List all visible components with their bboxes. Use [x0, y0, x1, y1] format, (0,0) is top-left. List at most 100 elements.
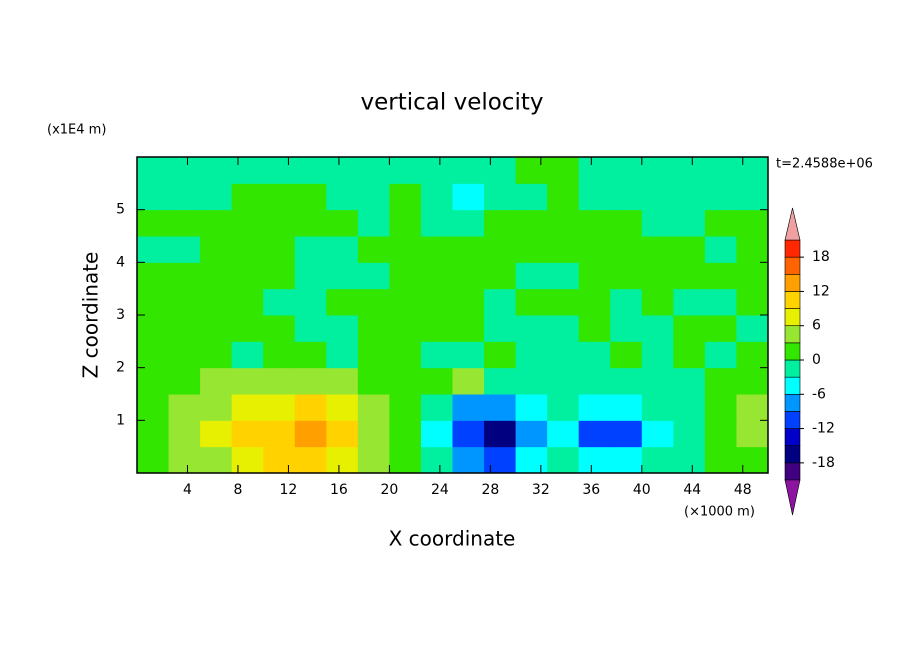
- contour-cell: [578, 341, 611, 369]
- contour-cell: [673, 209, 706, 237]
- contour-cell: [484, 341, 517, 369]
- contour-cell: [704, 315, 737, 342]
- contour-cell: [263, 420, 296, 448]
- colorbar-box: [784, 376, 801, 395]
- contour-cell: [578, 236, 611, 263]
- contour-cell: [389, 446, 422, 474]
- contour-cell: [610, 420, 643, 448]
- contour-cell: [673, 157, 706, 184]
- contour-cell: [484, 367, 517, 395]
- contour-cell: [547, 209, 580, 237]
- contour-cell: [547, 394, 580, 421]
- contour-cell: [263, 157, 296, 184]
- y-tick-label: 5: [116, 202, 125, 218]
- contour-cell: [641, 262, 674, 290]
- contour-cell: [263, 209, 296, 237]
- contour-cell: [641, 288, 674, 316]
- contour-cell: [515, 157, 548, 184]
- contour-cell: [263, 341, 296, 369]
- contour-cell: [357, 394, 390, 421]
- colorbar-box: [784, 393, 801, 412]
- x-tick-label: 8: [233, 482, 242, 498]
- contour-cell: [200, 367, 233, 395]
- contour-cell: [578, 394, 611, 421]
- contour-cell: [137, 183, 170, 211]
- contour-cell: [515, 394, 548, 421]
- contour-cell: [673, 262, 706, 290]
- contour-cell: [641, 236, 674, 263]
- contour-cell: [452, 262, 485, 290]
- contour-cell: [200, 157, 233, 184]
- contour-cell: [389, 157, 422, 184]
- contour-cell: [484, 315, 517, 342]
- x-tick-label: 32: [532, 482, 550, 498]
- contour-cell: [736, 262, 769, 290]
- contour-cell: [547, 446, 580, 474]
- contour-cell: [263, 288, 296, 316]
- contour-cell: [420, 315, 453, 342]
- contour-cell: [673, 367, 706, 395]
- x-tick-label: 28: [481, 482, 499, 498]
- y-tick-label: 4: [116, 254, 125, 270]
- contour-cell: [357, 446, 390, 474]
- contour-cell: [326, 262, 359, 290]
- contour-cell: [326, 288, 359, 316]
- contour-cell: [736, 209, 769, 237]
- contour-cell: [704, 236, 737, 263]
- contour-cell: [484, 394, 517, 421]
- contour-cell: [547, 315, 580, 342]
- contour-cell: [547, 157, 580, 184]
- contour-cell: [452, 367, 485, 395]
- contour-cell: [294, 209, 327, 237]
- contour-cell: [231, 446, 264, 474]
- contour-cell: [357, 420, 390, 448]
- contour-cell: [515, 367, 548, 395]
- contour-cell: [420, 341, 453, 369]
- contour-cell: [137, 209, 170, 237]
- contour-cell: [389, 420, 422, 448]
- contour-cell: [389, 209, 422, 237]
- contour-cell: [547, 183, 580, 211]
- colorbar-box: [784, 359, 801, 378]
- contour-cell: [357, 262, 390, 290]
- contour-cell: [704, 341, 737, 369]
- contour-cell: [515, 262, 548, 290]
- x-tick-label: 36: [582, 482, 600, 498]
- contour-cell: [420, 288, 453, 316]
- contour-cell: [389, 236, 422, 263]
- x-tick-label: 12: [280, 482, 298, 498]
- colorbar-tick-label: 0: [812, 352, 821, 368]
- x-tick-label: 4: [183, 482, 192, 498]
- contour-cell: [263, 394, 296, 421]
- contour-cell: [704, 209, 737, 237]
- x-axis-label: X coordinate: [389, 527, 516, 551]
- contour-cell: [263, 446, 296, 474]
- contour-cell: [736, 157, 769, 184]
- contour-cell: [484, 420, 517, 448]
- contour-cell: [420, 394, 453, 421]
- contour-cell: [641, 209, 674, 237]
- contour-cell: [484, 288, 517, 316]
- contour-cell: [231, 236, 264, 263]
- contour-cell: [294, 236, 327, 263]
- colorbar-box: [784, 411, 801, 429]
- contour-cell: [357, 341, 390, 369]
- contour-cell: [294, 420, 327, 448]
- contour-cell: [168, 262, 201, 290]
- x-tick-label: 40: [633, 482, 651, 498]
- contour-cell: [452, 209, 485, 237]
- contour-cell: [641, 394, 674, 421]
- colorbar-box: [784, 342, 801, 361]
- contour-cell: [641, 367, 674, 395]
- contour-cell: [641, 446, 674, 474]
- contour-cell: [704, 394, 737, 421]
- contour-cell: [137, 288, 170, 316]
- contour-cell: [357, 209, 390, 237]
- chart-title: vertical velocity: [361, 90, 544, 116]
- colorbar-box: [784, 462, 801, 481]
- colorbar-box: [784, 291, 801, 309]
- contour-cell: [610, 209, 643, 237]
- contour-cell: [736, 394, 769, 421]
- contour-cell: [326, 209, 359, 237]
- contour-cell: [231, 394, 264, 421]
